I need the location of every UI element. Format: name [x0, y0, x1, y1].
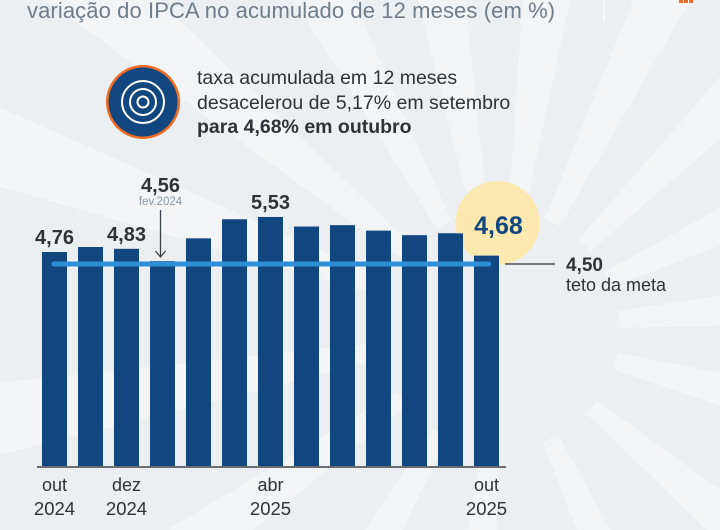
- bar-dez-2024: [114, 248, 139, 466]
- background-ray: [578, 76, 720, 252]
- target-name-label: teto da meta: [566, 275, 667, 295]
- target-value-label: 4,50: [566, 255, 603, 276]
- background-ray: [613, 352, 720, 406]
- bar-set-2025-front: [438, 233, 463, 466]
- background-ray: [544, 0, 691, 227]
- x-tick-year-2: 2024: [106, 498, 147, 519]
- brand-logo-icon: [679, 0, 693, 3]
- background-ray: [586, 400, 720, 530]
- highlight-circle: [455, 181, 540, 265]
- bar-fev-2025: [186, 238, 211, 466]
- bar-jan-2025: [150, 261, 175, 466]
- data-label-highlight: 4,68: [474, 212, 523, 240]
- x-tick-year-0: 2024: [34, 498, 75, 519]
- bar-jun-2025: [330, 225, 355, 466]
- bar-mar-2025: [222, 219, 247, 466]
- background-ray: [0, 107, 391, 297]
- callout-line-2: desacelerou de 5,17% em setembro: [197, 91, 511, 114]
- x-tick-month-12: out: [474, 475, 499, 495]
- bar-nov-2024: [78, 246, 103, 466]
- bar-jul-2025: [366, 230, 391, 466]
- background-ray: [508, 0, 571, 213]
- x-tick-year-12: 2025: [466, 498, 507, 519]
- target-icon: [106, 65, 180, 139]
- callout-line-1: taxa acumulada em 12 meses: [197, 67, 458, 89]
- bar-ago-2025: [402, 235, 427, 466]
- background-ray: [45, 0, 414, 260]
- x-tick-month-6: abr: [257, 475, 283, 495]
- data-label-0: 4,76: [35, 227, 74, 249]
- background-ray: [618, 295, 720, 328]
- annotation-value: 4,56: [141, 175, 180, 197]
- callout-text: taxa acumulada em 12 meses desacelerou d…: [197, 66, 510, 140]
- background-ray: [468, 448, 498, 530]
- annotation-arrow-head: [155, 250, 166, 259]
- background-ray: [543, 434, 611, 530]
- data-label-6: 5,53: [251, 192, 290, 214]
- callout-line-3: para 4,68% em outubro: [197, 116, 412, 138]
- x-tick-year-6: 2025: [250, 498, 291, 519]
- x-tick-month-2: dez: [112, 475, 141, 495]
- background-ray: [417, 0, 488, 214]
- background-ray: [604, 208, 720, 287]
- bar-abr-2025: [258, 216, 283, 466]
- data-label-2: 4,83: [107, 224, 146, 246]
- chart-subtitle: variação do IPCA no acumulado de 12 mese…: [27, 0, 556, 23]
- bar-out-2025-front: [474, 255, 499, 466]
- x-tick-month-0: out: [42, 475, 67, 495]
- header-divider: [603, 0, 605, 22]
- annotation-note: fev.2024: [139, 196, 183, 208]
- bar-out-2024: [42, 252, 67, 466]
- background-ray: [293, 0, 452, 229]
